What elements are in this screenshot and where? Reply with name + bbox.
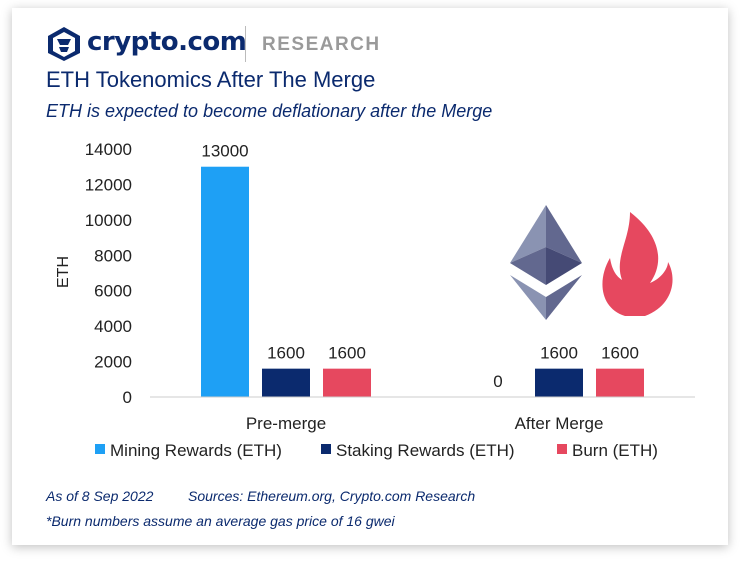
data-label: 1600 — [328, 344, 366, 363]
data-label: 1600 — [540, 344, 578, 363]
section-label: RESEARCH — [262, 34, 381, 55]
data-label: 13000 — [201, 142, 248, 161]
data-label: 1600 — [601, 344, 639, 363]
y-tick-label: 4000 — [94, 317, 132, 336]
chart-title: ETH Tokenomics After The Merge — [46, 67, 376, 92]
legend-label: Burn (ETH) — [572, 441, 658, 460]
footer-note: *Burn numbers assume an average gas pric… — [46, 513, 395, 529]
y-tick-label: 8000 — [94, 246, 132, 265]
bar-staking-rewards-eth — [262, 368, 310, 397]
y-tick-label: 14000 — [85, 140, 132, 159]
x-category-label: Pre-merge — [246, 414, 326, 433]
y-axis-label: ETH — [55, 256, 72, 288]
legend-swatch — [321, 444, 331, 454]
y-tick-label: 6000 — [94, 282, 132, 301]
footer-date: As of 8 Sep 2022 — [46, 488, 154, 504]
legend-swatch — [95, 444, 105, 454]
y-tick-label: 10000 — [85, 211, 132, 230]
ethereum-logo-icon — [510, 205, 582, 320]
y-tick-label: 12000 — [85, 175, 132, 194]
data-label: 0 — [493, 372, 502, 391]
crypto-com-logo-icon — [48, 27, 80, 61]
chart-subtitle: ETH is expected to become deflationary a… — [46, 101, 493, 121]
bar-staking-rewards-eth — [535, 368, 583, 397]
bar-chart: ETH 0 2000 4000 6000 8000 10000 12000 14000 1300… — [55, 140, 695, 460]
bar-mining-rewards-eth — [201, 166, 249, 397]
brand-name: crypto.com — [87, 27, 247, 57]
y-tick-label: 2000 — [94, 353, 132, 372]
legend-label: Staking Rewards (ETH) — [336, 441, 515, 460]
flame-icon — [602, 212, 673, 316]
legend-swatch — [557, 444, 567, 454]
bar-burn-eth — [596, 368, 644, 397]
footer-sources: Sources: Ethereum.org, Crypto.com Resear… — [188, 488, 476, 504]
bar-burn-eth — [323, 368, 371, 397]
x-category-label: After Merge — [515, 414, 604, 433]
divider — [245, 26, 246, 62]
legend-label: Mining Rewards (ETH) — [110, 441, 282, 460]
y-tick-label: 0 — [123, 388, 132, 407]
data-label: 1600 — [267, 344, 305, 363]
